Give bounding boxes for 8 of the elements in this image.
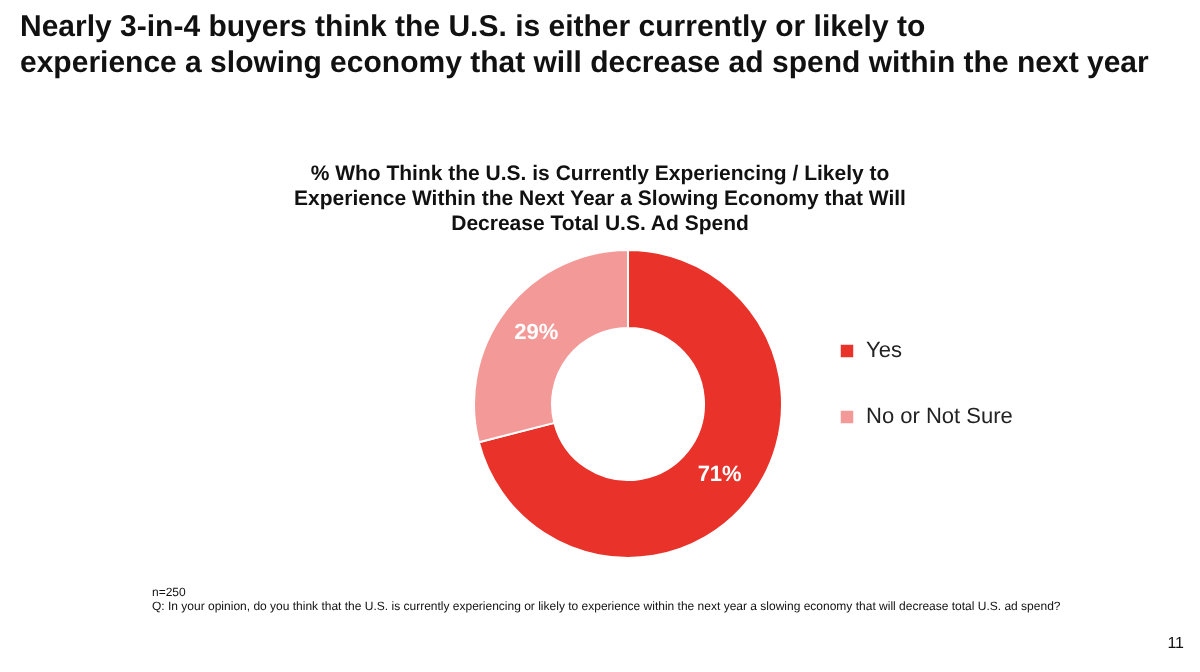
chart-title: Nearly 3-in-4 buyers think the U.S. is either currently or likely to experience a slowing economy that will decrease ad spend within the next year: [20, 10, 1150, 80]
data-label: 71%: [697, 463, 743, 488]
chart-subtitle: % Who Think the U.S. is Currently Experiencing / Likely to Experience Within the Next Year a Slowing Economy that Will Decrease Total U.S. Ad Spend: [294, 162, 907, 237]
donut-slice: [477, 249, 783, 559]
data-label: 29%: [514, 320, 559, 345]
legend-label: No or Not Sure: [866, 405, 1013, 429]
text: 11: [1167, 634, 1186, 652]
legend-label: Yes: [866, 339, 903, 363]
